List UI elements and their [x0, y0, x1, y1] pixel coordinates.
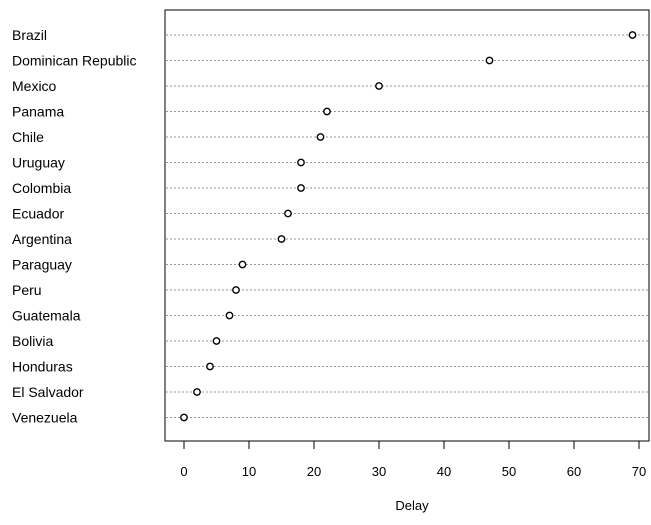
category-label-peru: Peru: [12, 282, 42, 298]
x-tick-label-10: 10: [242, 464, 256, 479]
data-point-ecuador: [284, 209, 292, 218]
category-label-venezuela: Venezuela: [12, 410, 78, 426]
data-point-uruguay: [297, 158, 305, 167]
data-point-paraguay: [238, 260, 247, 269]
data-point-argentina: [277, 235, 286, 243]
x-tick-label-0: 0: [180, 464, 187, 479]
data-point-bolivia: [212, 337, 221, 345]
data-point-dominican-republic: [485, 56, 494, 65]
category-label-mexico: Mexico: [12, 78, 57, 94]
category-label-panama: Panama: [12, 104, 64, 120]
plot-frame: [164, 9, 650, 442]
category-label-bolivia: Bolivia: [12, 333, 53, 349]
x-tick-label-40: 40: [437, 464, 451, 479]
category-label-paraguay: Paraguay: [12, 257, 72, 273]
data-point-colombia: [297, 184, 305, 192]
category-label-chile: Chile: [12, 129, 44, 145]
category-label-dominican-republic: Dominican Republic: [12, 53, 137, 69]
data-point-chile: [316, 133, 325, 141]
x-tick-label-50: 50: [502, 464, 516, 479]
category-label-brazil: Brazil: [12, 27, 47, 43]
x-tick-label-70: 70: [632, 464, 646, 479]
x-tick-label-60: 60: [567, 464, 581, 479]
data-point-honduras: [206, 362, 214, 371]
category-label-honduras: Honduras: [12, 359, 73, 375]
data-point-brazil: [628, 31, 637, 39]
data-point-panama: [323, 107, 331, 116]
category-label-uruguay: Uruguay: [12, 155, 65, 171]
category-label-argentina: Argentina: [12, 231, 72, 247]
data-point-guatemala: [225, 311, 234, 320]
category-label-colombia: Colombia: [12, 180, 71, 196]
category-labels: Brazil Dominican Republic Mexico Panama Chil…: [12, 27, 137, 426]
data-points: [180, 31, 637, 422]
data-point-peru: [232, 286, 240, 294]
category-label-el-salvador: El Salvador: [12, 384, 84, 400]
x-axis: 0 10 20 30 40 50 60 70: [180, 440, 646, 479]
guide-lines: [166, 34, 648, 418]
data-point-mexico: [375, 82, 383, 90]
x-tick-label-20: 20: [307, 464, 321, 479]
x-tick-label-30: 30: [372, 464, 386, 479]
category-label-ecuador: Ecuador: [12, 206, 64, 222]
category-label-guatemala: Guatemala: [12, 308, 81, 324]
data-point-el-salvador: [193, 388, 201, 396]
data-point-venezuela: [180, 413, 188, 422]
x-axis-title: Delay: [395, 498, 429, 513]
